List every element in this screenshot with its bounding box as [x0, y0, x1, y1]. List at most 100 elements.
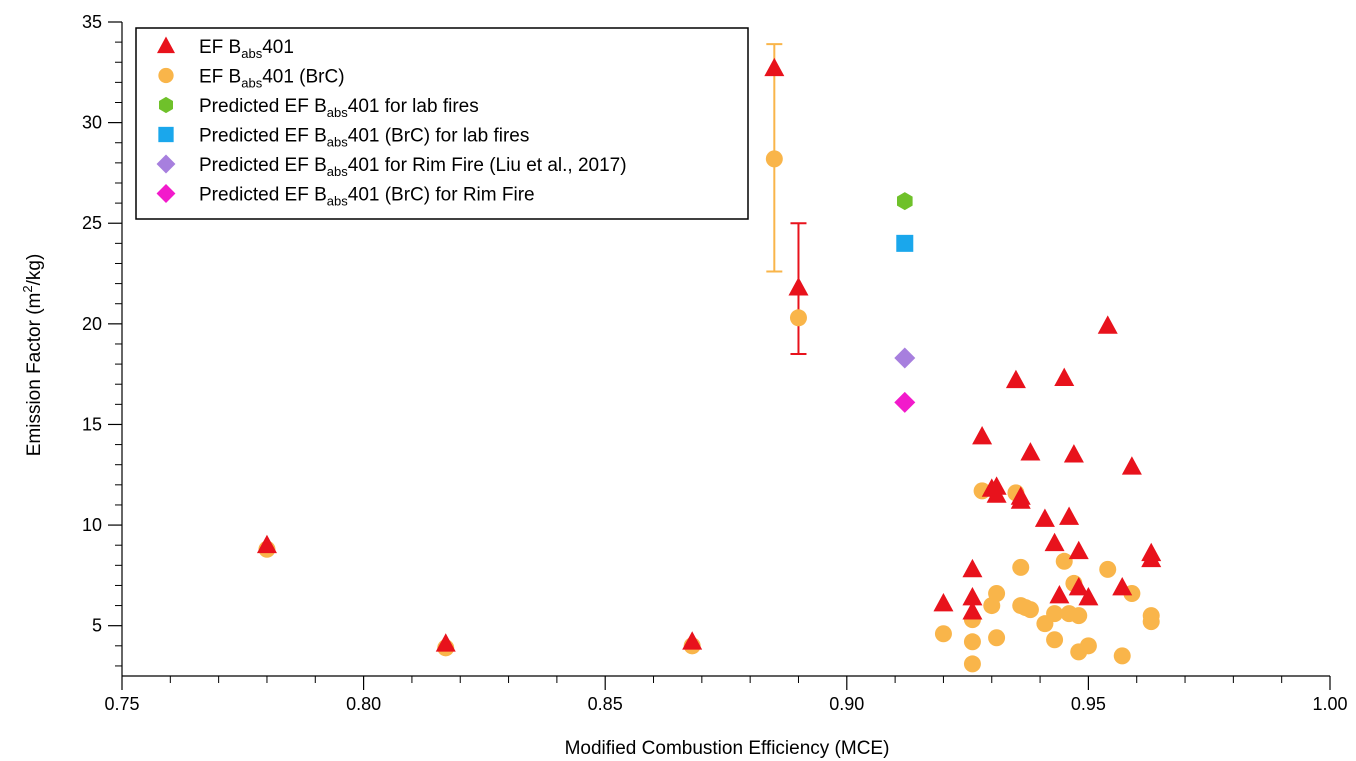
triangle-point	[1121, 456, 1142, 475]
triangle-point	[1049, 585, 1070, 604]
data-points	[256, 57, 1162, 673]
legend-entry-text: Predicted EF B	[199, 96, 327, 117]
legend-entry-subscript: abs	[327, 135, 348, 150]
triangle-point	[933, 593, 954, 612]
error-bars	[766, 43, 807, 356]
circle-point	[963, 633, 981, 651]
y-tick-label: 25	[82, 213, 102, 233]
triangle-point	[1020, 442, 1041, 461]
y-tick-label: 30	[82, 113, 102, 133]
triangle-point	[962, 587, 983, 606]
y-tick-label: 5	[92, 616, 102, 636]
circle-point	[988, 584, 1006, 602]
triangle-point	[986, 484, 1007, 503]
square-point	[896, 234, 914, 252]
legend-entry-text: Predicted EF B	[199, 185, 327, 206]
y-tick-label: 35	[82, 12, 102, 32]
diamond-point	[894, 391, 916, 413]
y-tick-label: 20	[82, 314, 102, 334]
legend-entry-text: 401 (BrC) for lab fires	[348, 126, 530, 147]
legend-entry-text: Predicted EF B	[199, 126, 327, 147]
legend-entry-subscript: abs	[327, 164, 348, 179]
x-tick-label: 0.90	[829, 694, 864, 714]
circle-point	[1113, 647, 1131, 665]
circle-point	[765, 150, 783, 168]
x-tick-label: 0.85	[588, 694, 623, 714]
legend-entry-text: 401	[262, 37, 294, 58]
legend-entry: EF Babs401 (BrC)	[199, 67, 345, 91]
triangle-point	[972, 426, 993, 445]
circle-point	[963, 655, 981, 673]
triangle-point	[962, 601, 983, 620]
legend-entry-text: 401 for lab fires	[348, 96, 479, 117]
legend-hexagon-icon	[159, 96, 173, 114]
legend-square-icon	[158, 126, 174, 143]
legend-entry-text: EF B	[199, 37, 241, 58]
triangle-point	[1044, 532, 1065, 552]
triangle-point	[1078, 587, 1099, 606]
triangle-point	[1141, 548, 1162, 568]
legend-entry: Predicted EF Babs401 for Rim Fire (Liu e…	[199, 155, 627, 179]
triangle-point	[1063, 444, 1084, 463]
legend-entry: EF Babs401	[199, 37, 294, 61]
triangle-point	[1068, 540, 1089, 560]
triangle-point	[1097, 315, 1118, 334]
triangle-point	[764, 57, 785, 77]
legend-entry-subscript: abs	[327, 194, 348, 209]
circle-point	[988, 629, 1006, 647]
y-tick-label: 10	[82, 515, 102, 535]
x-tick-label: 0.95	[1071, 694, 1106, 714]
legend-entry-text: Predicted EF B	[199, 155, 327, 176]
legend-entry-subscript: abs	[241, 76, 262, 91]
triangle-point	[1010, 486, 1031, 505]
circle-point	[934, 625, 952, 643]
legend-entry-text: EF B	[199, 67, 241, 88]
x-tick-label: 1.00	[1312, 694, 1347, 714]
y-axis: 5 10 15 20 25 30 35	[82, 12, 122, 667]
legend-diamond-icon	[156, 184, 176, 203]
circle-point	[1046, 631, 1064, 649]
circle-point	[789, 309, 807, 327]
legend-entry-subscript: abs	[241, 46, 262, 61]
triangle-point	[1059, 506, 1080, 525]
circle-point	[1142, 613, 1160, 631]
x-axis: 0.75 0.80 0.85 0.90 0.95 1.00	[104, 676, 1348, 714]
legend-entry: Predicted EF Babs401 for lab fires	[199, 96, 479, 120]
legend-entry-subscript: abs	[327, 105, 348, 120]
y-title-text: Emission Factor (m	[24, 293, 45, 457]
triangle-point	[256, 534, 277, 554]
legend-entry: Predicted EF Babs401 (BrC) for lab fires	[199, 126, 529, 150]
triangle-point	[962, 558, 983, 578]
legend-triangle-icon	[157, 36, 175, 54]
diamond-point	[894, 347, 916, 369]
y-axis-title: Emission Factor (m2/kg)	[20, 254, 45, 457]
triangle-point	[788, 277, 809, 296]
y-title-superscript: 2	[20, 285, 35, 292]
circle-point	[1012, 558, 1030, 576]
x-axis-title: Modified Combustion Efficiency (MCE)	[565, 738, 890, 759]
circle-point	[1099, 560, 1117, 578]
x-tick-label: 0.80	[346, 694, 381, 714]
y-tick-label: 15	[82, 414, 102, 434]
triangle-point	[1068, 576, 1089, 596]
legend-entry-text: 401 for Rim Fire (Liu et al., 2017)	[348, 155, 627, 176]
y-title-text: /kg)	[24, 254, 45, 286]
x-tick-label: 0.75	[104, 694, 139, 714]
triangle-point	[1054, 367, 1075, 387]
circle-point	[1021, 601, 1039, 619]
legend-entry-text: 401 (BrC)	[262, 67, 344, 88]
plot-frame	[121, 22, 1330, 677]
circle-point	[1046, 605, 1064, 623]
triangle-point	[435, 633, 456, 652]
triangle-point	[1034, 508, 1055, 527]
legend-box	[135, 27, 749, 220]
triangle-point	[682, 631, 703, 650]
legend-diamond-icon	[156, 154, 176, 174]
hexagon-point	[897, 192, 913, 211]
legend-entry-text: 401 (BrC) for Rim Fire	[348, 185, 535, 206]
triangle-point	[1005, 369, 1026, 389]
circle-point	[1070, 607, 1088, 625]
circle-point	[1079, 637, 1097, 655]
